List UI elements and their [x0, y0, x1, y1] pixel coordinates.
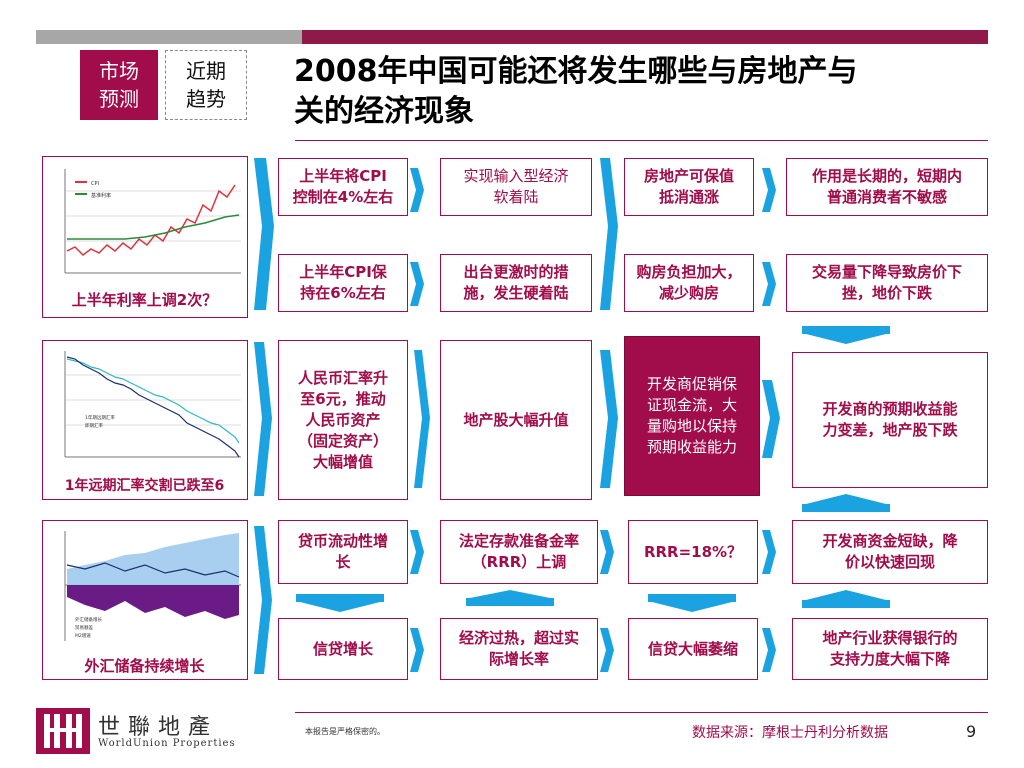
page-title-line2: 关的经济现象	[294, 94, 474, 129]
caption-row2: 1年远期汇率交割已跌至6	[64, 478, 225, 494]
box-overheating: 经济过热，超过实 际增长率	[440, 618, 598, 680]
m2-line	[66, 562, 240, 578]
cpi-line	[66, 184, 236, 256]
legend-reserves: 外汇储备增长	[75, 616, 102, 623]
arrow-row1-a	[254, 158, 274, 310]
mini-chart-fx: 1年期远期汇率 即期汇率	[64, 351, 241, 458]
box-developer-promotion: 开发商促销保 证现金流，大 量购地以保持 预期收益能力	[624, 336, 760, 496]
top-bar-grey	[36, 30, 302, 44]
company-logo-icon	[36, 708, 90, 754]
box-developer-cash-shortage: 开发商资金短缺，降 价以快速回现	[792, 520, 988, 584]
legend-cpi: CPI	[91, 181, 99, 187]
page-title-line1: 2008年中国可能还将发生哪些与房地产与	[294, 54, 858, 89]
arrow-row2-c	[600, 350, 618, 488]
arrow-row3-d1	[762, 530, 776, 574]
legend-fx-forward: 1年期远期汇率	[85, 414, 115, 421]
arrow-down-row2-d	[802, 326, 890, 344]
box-long-term-effect: 作用是长期的，短期内 普通消费者不敏感	[786, 158, 988, 216]
legend-fx-spot: 即期汇率	[85, 422, 103, 429]
chart-box-exchange-rate: 1年期远期汇率 即期汇率 1年远期汇率交割已跌至6	[42, 340, 248, 500]
box-rrr-raise: 法定存款准备金率 （RRR）上调	[440, 520, 598, 584]
box-rrr-18: RRR=18%？	[628, 520, 758, 584]
box-cpi-4pct: 上半年将CPI 控制在4%左右	[278, 158, 408, 216]
box-hard-landing: 出台更激时的措 施，发生硬着陆	[440, 254, 592, 312]
arrow-down-row3-c	[648, 594, 736, 612]
box-liquidity-growth: 贷币流动性增 长	[278, 520, 408, 584]
arrow-row1-d2	[762, 262, 776, 306]
page-number: 9	[966, 722, 977, 741]
arrow-row3-a	[254, 526, 272, 674]
arrow-row1-d1	[762, 168, 776, 212]
chart-box-interest-rate: CPI 基准利率 上半年利率上调2次？	[42, 156, 248, 318]
trade-area	[67, 585, 239, 619]
legend-trade: 贸易顺差	[75, 624, 93, 631]
arrow-row3-c2	[600, 628, 614, 672]
arrow-row2-a	[254, 342, 272, 496]
arrow-row3-b2	[410, 628, 424, 672]
box-soft-landing: 实现输入型经济 软着陆	[440, 158, 592, 216]
reserves-area	[67, 533, 239, 585]
arrow-row3-d2	[762, 628, 776, 672]
caption-row3: 外汇储备持续增长	[84, 657, 205, 675]
box-bank-support-drop: 地产行业获得银行的 支持力度大幅下降	[792, 618, 988, 680]
arrow-row3-c1	[600, 530, 614, 574]
arrow-up-row3-b	[466, 590, 554, 606]
box-credit-shrink: 信贷大幅萎缩	[628, 618, 758, 680]
rate-line	[67, 214, 240, 240]
box-developer-earnings: 开发商的预期收益能 力变差，地产股下跌	[792, 352, 988, 488]
box-credit-growth: 信贷增长	[278, 618, 408, 680]
company-name-en: WorldUnion Properties	[98, 738, 236, 749]
arrow-row1-c	[600, 158, 618, 310]
section-tag-market: 市场 预测	[80, 50, 158, 120]
mini-chart-cpi-rate: CPI 基准利率	[64, 169, 241, 274]
arrow-row2-b	[414, 350, 430, 488]
arrow-row2-d	[762, 380, 780, 458]
mini-chart-reserves: 外汇储备增长 贸易顺差 M2增速	[64, 531, 241, 641]
title-divider	[295, 140, 988, 141]
box-rmb-appreciation: 人民币汇率升 至6元，推动 人民币资产 （固定资产） 大幅增值	[278, 340, 408, 500]
box-cpi-6pct: 上半年CPI保 持在6%左右	[278, 254, 408, 312]
footer-divider	[295, 712, 988, 713]
fx-spot-line	[66, 358, 240, 444]
box-purchase-burden: 购房负担加大， 减少购房	[624, 254, 754, 312]
chart-box-fx-reserves: 外汇储备增长 贸易顺差 M2增速 外汇储备持续增长	[42, 520, 248, 680]
arrow-up-row2-d	[802, 494, 890, 512]
box-property-stocks-rise: 地产股大幅升值	[440, 340, 592, 500]
legend-m2: M2增速	[75, 632, 91, 639]
legend-rate: 基准利率	[91, 192, 111, 199]
top-bar-brand	[302, 30, 988, 44]
box-volume-decline: 交易量下降导致房价下 挫，地价下跌	[786, 254, 988, 312]
arrow-down-row3-a	[296, 594, 384, 612]
company-name-cn: 世聯地產	[98, 715, 219, 740]
arrow-up-row3-d	[802, 590, 890, 608]
arrow-row1-b1	[410, 168, 424, 212]
arrow-row3-b1	[410, 530, 424, 574]
page-title: 2008年中国可能还将发生哪些与房地产与 关的经济现象	[294, 52, 994, 132]
caption-row1: 上半年利率上调2次？	[71, 291, 218, 309]
arrow-row1-b2	[410, 262, 424, 306]
box-real-estate-hedge: 房地产可保值 抵消通涨	[624, 158, 754, 216]
confidential-note: 本报告是严格保密的。	[305, 727, 385, 736]
section-tag-trend: 近期 趋势	[165, 50, 247, 120]
fx-forward-line	[66, 356, 240, 458]
data-source: 数据来源：摩根士丹利分析数据	[692, 725, 888, 741]
